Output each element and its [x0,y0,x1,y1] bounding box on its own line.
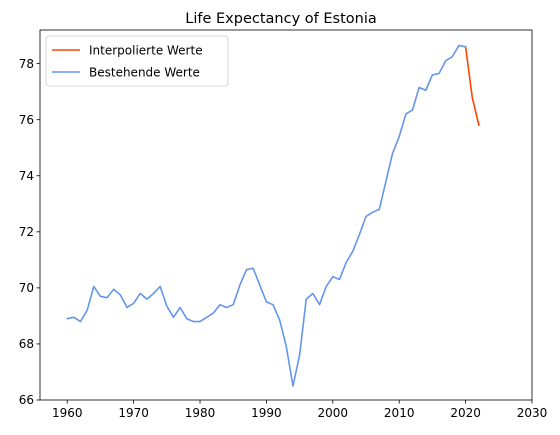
chart-title: Life Expectancy of Estonia [185,11,376,27]
y-tick-label: 78 [19,57,34,71]
x-tick-label: 1970 [118,406,149,420]
x-tick-label: 2020 [450,406,481,420]
y-tick-label: 74 [19,169,34,183]
x-tick-label: 1980 [185,406,216,420]
series-line-1 [66,44,467,387]
legend-label-existing: Bestehende Werte [89,66,200,80]
axis-ticks: 1960 1970 1980 1990 2000 2010 2020 2030 66 68 70 72… [19,57,548,420]
y-tick-label: 66 [19,393,34,407]
plot-frame [39,29,533,401]
series-line-0 [464,46,480,127]
y-tick-label: 70 [19,281,34,295]
x-tick-label: 2030 [517,406,548,420]
y-tick-label: 72 [19,225,34,239]
y-tick-label: 76 [19,113,34,127]
series-lines [66,44,480,387]
legend: Interpolierte Werte Bestehende Werte [45,35,229,87]
x-tick-label: 2000 [318,406,349,420]
y-tick-label: 68 [19,337,34,351]
x-tick-label: 1990 [251,406,282,420]
legend-label-interpolated: Interpolierte Werte [89,44,203,58]
x-tick-label: 2010 [384,406,415,420]
legend-box [45,35,229,87]
x-tick-label: 1960 [52,406,83,420]
